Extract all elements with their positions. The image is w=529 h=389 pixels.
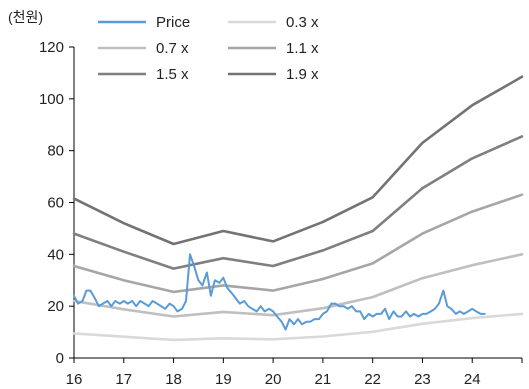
legend-label: 1.9 x bbox=[286, 66, 319, 83]
y-tick-label: 80 bbox=[47, 143, 64, 160]
legend-label: 1.5 x bbox=[156, 66, 189, 83]
y-tick-label: 20 bbox=[47, 298, 64, 315]
series-line-1-5-x bbox=[72, 135, 524, 270]
x-tick-label: 24 bbox=[464, 371, 481, 388]
series-line-1-1-x bbox=[72, 193, 524, 294]
y-unit-label: (천원) bbox=[8, 9, 43, 25]
x-tick-label: 18 bbox=[165, 371, 182, 388]
series-line-price bbox=[73, 253, 486, 331]
axes: 0 20 40 60 80 100 120 16 17 18 19 20 21 22 23 24 bbox=[39, 39, 523, 388]
x-tick-label: 23 bbox=[414, 371, 431, 388]
x-tick-label: 21 bbox=[315, 371, 332, 388]
y-tick-label: 0 bbox=[56, 350, 64, 367]
x-tick-label: 19 bbox=[215, 371, 232, 388]
series-line-0-7-x bbox=[72, 253, 524, 318]
series-line-0-3-x bbox=[72, 312, 524, 342]
x-tick-label: 16 bbox=[66, 371, 83, 388]
x-tick-label: 17 bbox=[115, 371, 132, 388]
y-tick-label: 40 bbox=[47, 246, 64, 263]
y-tick-label: 120 bbox=[39, 39, 64, 56]
legend-label: 1.1 x bbox=[286, 40, 319, 57]
y-tick-label: 100 bbox=[39, 91, 64, 108]
legend-label: 0.3 x bbox=[286, 14, 319, 31]
legend-label: 0.7 x bbox=[156, 40, 189, 57]
series-line-1-9-x bbox=[72, 75, 524, 246]
x-tick-label: 20 bbox=[265, 371, 282, 388]
legend-label: Price bbox=[156, 14, 190, 31]
legend: Price 0.3 x 0.7 x 1.1 x 1.5 x 1.9 x bbox=[98, 14, 319, 83]
x-tick-label: 22 bbox=[364, 371, 381, 388]
y-tick-label: 60 bbox=[47, 195, 64, 212]
series-layer bbox=[72, 75, 524, 342]
